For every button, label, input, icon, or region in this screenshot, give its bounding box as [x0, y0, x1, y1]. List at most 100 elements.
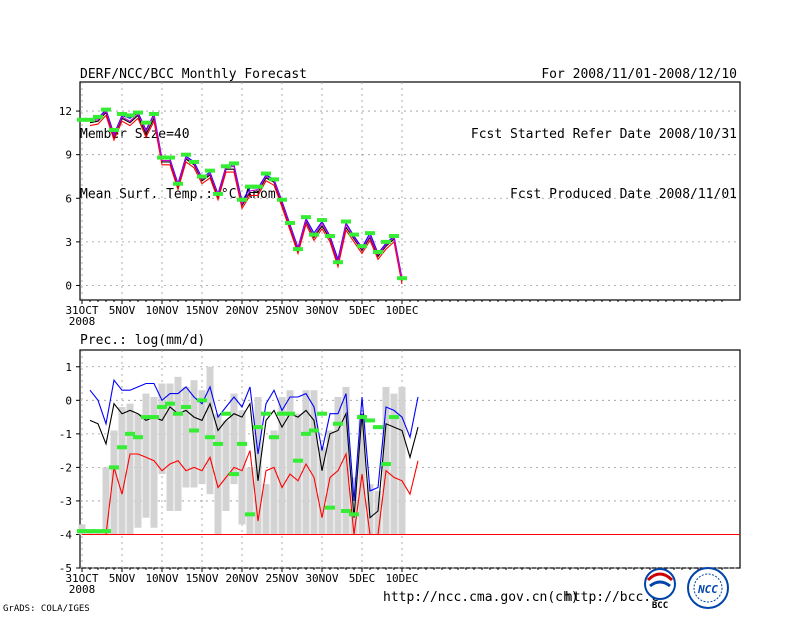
prec-xtick-label: 30NOV [305, 572, 338, 585]
prec-bar [182, 386, 190, 488]
temp-marker [237, 197, 247, 202]
temp-marker [365, 231, 375, 236]
temp-marker [149, 111, 159, 116]
temp-year-label: 2008 [69, 315, 96, 328]
temp-marker [133, 110, 143, 115]
forecast-started-date: Fcst Started Refer Date 2008/10/31 [470, 127, 737, 142]
prec-ytick-label: -4 [59, 528, 73, 541]
prec-marker [181, 405, 191, 410]
prec-year-label: 2008 [69, 583, 96, 596]
temp-ytick-label: 9 [65, 149, 72, 162]
ncc-logo: NCC [687, 567, 729, 609]
prec-xtick-label: 20NOV [225, 572, 258, 585]
temp-marker [189, 159, 199, 164]
temp-ytick-label: 3 [65, 236, 72, 249]
temp-plot-frame [79, 81, 741, 301]
prec-ytick-label: 1 [65, 361, 72, 374]
prec-marker [149, 415, 159, 420]
prec-marker [125, 431, 135, 436]
prec-bar [102, 467, 110, 535]
temp-marker [325, 234, 335, 239]
temp-marker [165, 155, 175, 160]
temp-marker [221, 164, 231, 169]
prec-marker [237, 441, 247, 446]
prec-bar [286, 390, 294, 535]
prec-marker [213, 441, 223, 446]
temp-xtick-label: 25NOV [265, 304, 298, 317]
prec-bar [126, 403, 134, 535]
prec-marker [101, 529, 111, 534]
prec-bar [246, 467, 254, 535]
temp-xtick-label: 5DEC [349, 304, 376, 317]
prec-marker [157, 405, 167, 410]
prec-marker [77, 529, 87, 534]
prec-xtick-label: 5NOV [109, 572, 136, 585]
prec-xtick-label: 10DEC [385, 572, 418, 585]
prec-marker [189, 428, 199, 433]
temp-marker [333, 260, 343, 265]
prec-bar [366, 484, 374, 535]
temp-marker [389, 234, 399, 239]
prec-series-ensemble-mean [89, 401, 419, 519]
temp-marker [261, 171, 271, 176]
prec-bar [198, 390, 206, 485]
temp-xtick-label: 15NOV [185, 304, 218, 317]
prec-bar [398, 386, 406, 535]
prec-marker [293, 458, 303, 463]
prec-bar [278, 396, 286, 535]
temp-xtick-label: 10DEC [385, 304, 418, 317]
grads-credit: GrADS: COLA/IGES [3, 604, 90, 614]
prec-bar [214, 413, 222, 535]
prec-marker [165, 401, 175, 406]
temp-marker [77, 117, 87, 122]
prec-marker [381, 462, 391, 467]
temp-xtick-label: 31OCT [65, 304, 98, 317]
prec-series-ensemble-max [89, 378, 419, 501]
prec-bar [294, 413, 302, 535]
prec-marker [141, 415, 151, 420]
temp-ytick-label: 12 [59, 105, 72, 118]
temp-marker [301, 215, 311, 220]
prec-marker [221, 411, 231, 416]
prec-marker [333, 421, 343, 426]
prec-marker [173, 411, 183, 416]
temp-marker [341, 219, 351, 224]
prec-bar [142, 393, 150, 518]
prec-bar [270, 430, 278, 535]
prec-xtick-label: 25NOV [265, 572, 298, 585]
temp-marker [317, 218, 327, 223]
prec-bar [334, 396, 342, 535]
prec-bar [150, 396, 158, 528]
prec-bar [158, 383, 166, 475]
prec-bar [374, 490, 382, 535]
prec-marker [85, 529, 95, 534]
prec-marker [229, 472, 239, 477]
temp-marker [285, 220, 295, 225]
prec-marker [117, 445, 127, 450]
prec-bar [390, 393, 398, 535]
ncc-url-link[interactable]: http://ncc.cma.gov.cn(ch) [383, 590, 579, 605]
prec-marker [277, 411, 287, 416]
temp-ytick-label: 0 [65, 279, 72, 292]
bcc-logo: BCC [644, 568, 676, 610]
prec-bar [326, 430, 334, 535]
temp-marker [85, 117, 95, 122]
prec-marker [245, 512, 255, 517]
prec-ytick-label: -1 [59, 428, 72, 441]
prec-bar [206, 366, 214, 495]
bcc-url-link[interactable]: http://bcc.c [565, 590, 659, 605]
temp-marker [229, 161, 239, 166]
temp-marker [213, 191, 223, 196]
prec-marker [285, 411, 295, 416]
temp-marker [157, 155, 167, 160]
prec-marker [253, 425, 263, 430]
prec-ytick-label: 0 [65, 394, 72, 407]
temp-marker [349, 232, 359, 237]
temp-xtick-label: 20NOV [225, 304, 258, 317]
prec-bar [134, 413, 142, 528]
temp-xtick-label: 30NOV [305, 304, 338, 317]
prec-bar [262, 484, 270, 535]
prec-bar [190, 380, 198, 488]
prec-marker [325, 505, 335, 510]
prec-ytick-label: -5 [59, 562, 72, 575]
